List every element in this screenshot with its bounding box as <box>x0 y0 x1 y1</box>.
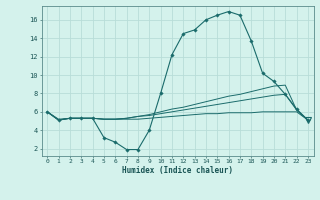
X-axis label: Humidex (Indice chaleur): Humidex (Indice chaleur) <box>122 166 233 175</box>
